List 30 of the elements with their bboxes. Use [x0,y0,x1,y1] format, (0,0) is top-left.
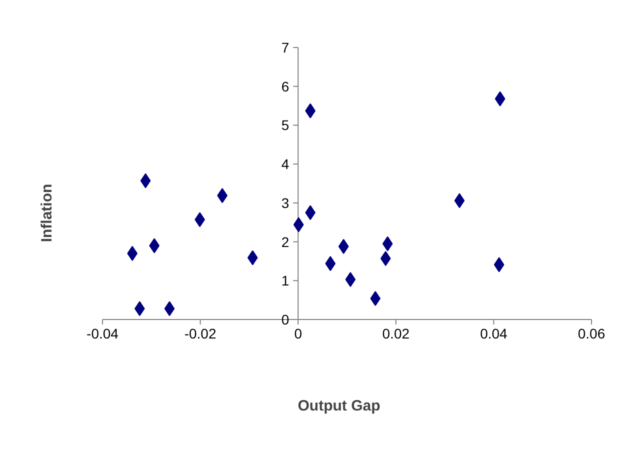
point [325,256,336,272]
y-tick-label: 5 [281,117,290,134]
y-tick-label: 6 [281,78,290,94]
point [164,301,175,316]
point [494,257,504,272]
point [454,193,465,208]
point [380,250,391,266]
x-tick-label: 0.06 [578,326,606,342]
y-tick-label: 2 [281,234,290,250]
y-tick-label: 7 [281,40,290,56]
y-axis-title: Inflation [38,184,56,242]
x-tick-label: 0 [294,326,302,342]
x-tick-label: -0.04 [86,326,119,342]
point [382,236,393,252]
y-tick-label: 0 [281,312,290,328]
x-tick-label: 0.04 [480,326,508,342]
y-tick-label: 1 [281,272,290,289]
point [370,291,381,306]
y-tick-label: 4 [281,156,290,172]
point [247,250,258,266]
point [134,301,145,316]
x-axis-title: Output Gap [298,398,380,414]
point [494,91,506,106]
x-tick-label: 0.02 [382,326,410,342]
point [345,272,356,287]
point [338,238,349,254]
x-tick-label: -0.02 [184,326,216,342]
y-tick-label: 3 [281,194,290,211]
point [293,217,304,232]
point [140,173,151,188]
